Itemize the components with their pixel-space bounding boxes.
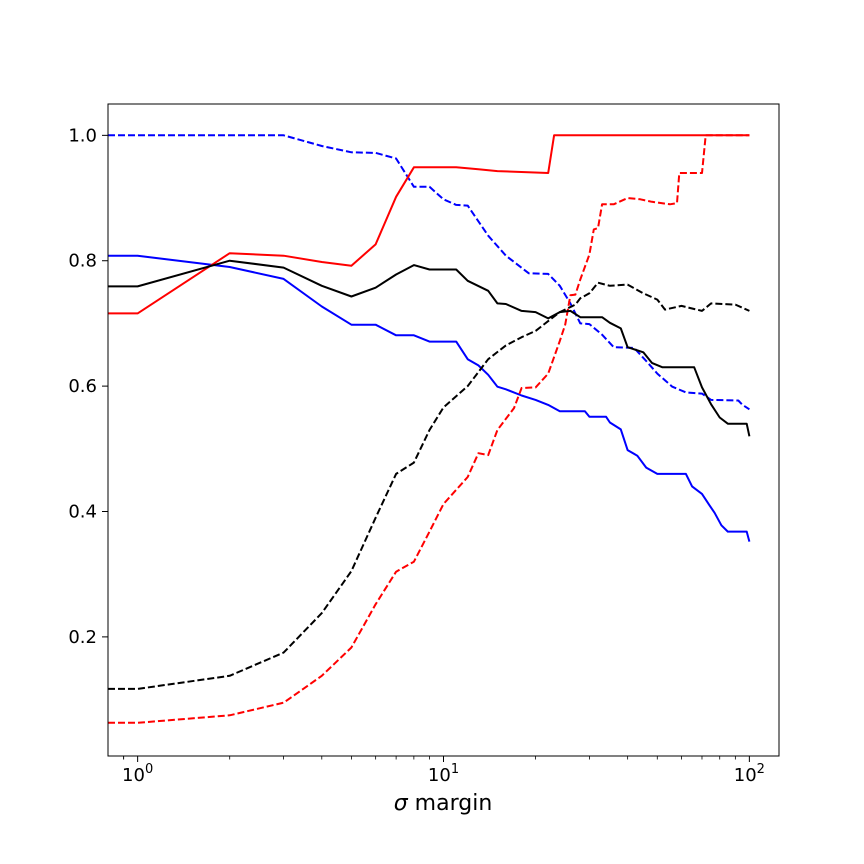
series-line-1: [108, 254, 751, 542]
x-tick-label-base: 10: [734, 765, 757, 786]
y-tick-label-1: 0.2: [68, 627, 97, 648]
x-axis-label: σ margin: [394, 791, 493, 816]
y-tick-label-2: 0.4: [68, 502, 97, 523]
x-tick-label-3: 102: [734, 762, 765, 786]
y-tick-label-3: 0.6: [68, 376, 97, 397]
x-tick-label-exponent: 0: [145, 762, 153, 777]
x-tick-label-base: 10: [122, 765, 145, 786]
series-line-6: [108, 281, 750, 690]
series-line-5: [108, 259, 751, 437]
x-axis-ticks: 100 101 102: [122, 756, 765, 786]
y-axis-ticks: 0.2 0.4 0.6 0.8 1.0: [68, 125, 108, 648]
x-tick-label-exponent: 2: [757, 762, 765, 777]
x-tick-label-exponent: 1: [451, 762, 459, 777]
series-line-4: [108, 134, 750, 724]
x-tick-label-2: 101: [428, 762, 459, 786]
x-axis-label-text: margin: [408, 791, 493, 816]
x-tick-label-base: 10: [428, 765, 451, 786]
y-tick-label-4: 0.8: [68, 251, 97, 272]
series-layer: [108, 134, 751, 724]
x-tick-label-1: 100: [122, 762, 153, 786]
plot-background: [108, 104, 779, 756]
series-line-2: [108, 134, 750, 411]
x-axis-label-symbol: σ: [394, 791, 409, 816]
series-line-3: [108, 134, 750, 315]
y-tick-label-5: 1.0: [68, 125, 97, 146]
